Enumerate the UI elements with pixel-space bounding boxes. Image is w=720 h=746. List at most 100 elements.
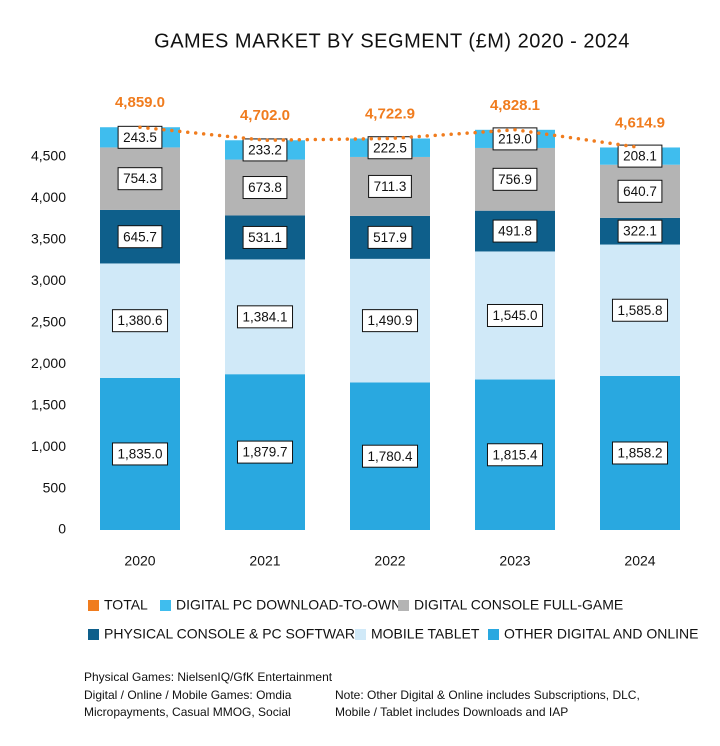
value-label-text: 1,545.0	[492, 308, 537, 323]
legend-item: PHYSICAL CONSOLE & PC SOFTWARE	[88, 626, 364, 642]
value-label-text: 1,879.7	[242, 445, 287, 460]
value-label: 219.0	[492, 127, 538, 151]
value-label: 322.1	[617, 219, 663, 243]
value-label-box	[611, 441, 669, 465]
y-tick-label: 4,500	[31, 148, 66, 164]
legend-item: DIGITAL CONSOLE FULL-GAME	[398, 597, 623, 613]
value-label: 673.8	[242, 176, 288, 200]
total-label: 4,722.9	[365, 105, 415, 122]
source-note: Mobile / Tablet includes Downloads and I…	[335, 705, 568, 719]
value-label-box	[492, 127, 538, 151]
value-label: 243.5	[117, 125, 163, 149]
value-label: 1,380.6	[111, 309, 169, 333]
x-tick-label: 2021	[249, 553, 280, 569]
value-label-box	[611, 298, 669, 322]
legend-label: TOTAL	[104, 597, 148, 613]
value-label-text: 243.5	[123, 130, 157, 145]
value-label: 1,835.0	[111, 442, 169, 466]
value-label-text: 322.1	[623, 224, 657, 239]
x-tick-label: 2020	[124, 553, 155, 569]
value-label: 1,780.4	[361, 444, 419, 468]
value-label-text: 208.1	[623, 149, 657, 164]
value-label: 1,879.7	[236, 440, 294, 464]
value-label-text: 1,384.1	[242, 309, 287, 324]
value-label-text: 1,380.6	[117, 313, 162, 328]
legend-item: DIGITAL PC DOWNLOAD-TO-OWN	[160, 597, 401, 613]
value-label-box	[361, 309, 419, 333]
legend-item: TOTAL	[88, 597, 148, 613]
legend-swatch	[88, 629, 99, 640]
y-tick-label: 4,000	[31, 189, 66, 205]
value-label-box	[367, 136, 413, 160]
x-tick-label: 2024	[624, 553, 655, 569]
source-note: Digital / Online / Mobile Games: Omdia	[84, 688, 292, 702]
value-label-box	[486, 443, 544, 467]
chart-title: GAMES MARKET BY SEGMENT (£M) 2020 - 2024	[154, 30, 630, 52]
value-label-box	[242, 176, 288, 200]
value-label-text: 754.3	[123, 171, 157, 186]
value-label: 491.8	[492, 219, 538, 243]
value-label: 1,545.0	[486, 303, 544, 327]
value-label-box	[492, 219, 538, 243]
legend-label: DIGITAL CONSOLE FULL-GAME	[414, 597, 623, 613]
value-label-text: 640.7	[623, 184, 657, 199]
legend-swatch	[488, 629, 499, 640]
value-label-box	[486, 303, 544, 327]
legend-item: OTHER DIGITAL AND ONLINE	[488, 626, 698, 642]
value-label: 222.5	[367, 136, 413, 160]
value-label: 645.7	[117, 225, 163, 249]
value-label-text: 1,835.0	[117, 447, 162, 462]
legend-label: MOBILE TABLET	[371, 626, 480, 642]
total-label: 4,828.1	[490, 97, 540, 114]
total-label: 4,614.9	[615, 114, 665, 131]
total-label: 4,702.0	[240, 107, 290, 124]
y-tick-label: 2,500	[31, 313, 66, 329]
x-tick-label: 2023	[499, 553, 530, 569]
value-label-box	[368, 174, 412, 198]
source-note: Note: Other Digital & Online includes Su…	[335, 688, 640, 702]
value-label: 517.9	[367, 225, 413, 249]
y-tick-label: 3,500	[31, 231, 66, 247]
value-label-box	[242, 138, 288, 162]
value-label-text: 531.1	[248, 230, 282, 245]
value-label-text: 222.5	[373, 140, 407, 155]
value-label-box	[617, 144, 663, 168]
value-label-box	[111, 442, 169, 466]
x-tick-label: 2022	[374, 553, 405, 569]
value-label: 531.1	[242, 225, 288, 249]
value-label: 711.3	[368, 174, 412, 198]
value-label: 756.9	[492, 167, 538, 191]
legend-item: MOBILE TABLET	[355, 626, 480, 642]
value-label: 640.7	[617, 179, 663, 203]
value-label-text: 1,858.2	[617, 446, 662, 461]
source-note: Micropayments, Casual MMOG, Social	[84, 705, 291, 719]
y-tick-label: 2,000	[31, 355, 66, 371]
value-label-box	[242, 225, 288, 249]
value-label-box	[117, 225, 163, 249]
value-label-box	[617, 179, 663, 203]
value-label-box	[236, 305, 294, 329]
value-label-text: 1,490.9	[367, 313, 412, 328]
value-label: 233.2	[242, 138, 288, 162]
value-label: 1,490.9	[361, 309, 419, 333]
legend-swatch	[160, 600, 171, 611]
value-label: 1,858.2	[611, 441, 669, 465]
value-label-box	[367, 225, 413, 249]
value-label-box	[361, 444, 419, 468]
value-label-box	[111, 309, 169, 333]
y-tick-label: 0	[58, 521, 66, 537]
value-label-text: 1,780.4	[367, 449, 413, 464]
value-label-text: 1,815.4	[492, 447, 538, 462]
value-label-text: 233.2	[248, 142, 282, 157]
value-label-text: 756.9	[498, 172, 532, 187]
legend-swatch	[355, 629, 366, 640]
source-note: Physical Games: NielsenIQ/GfK Entertainm…	[84, 670, 333, 684]
value-label-box	[236, 440, 294, 464]
value-label-text: 219.0	[498, 131, 532, 146]
value-label: 754.3	[117, 167, 163, 191]
value-label-text: 711.3	[374, 179, 407, 194]
legend-label: OTHER DIGITAL AND ONLINE	[504, 626, 698, 642]
value-label: 208.1	[617, 144, 663, 168]
value-label-box	[492, 167, 538, 191]
legend-swatch	[88, 600, 99, 611]
